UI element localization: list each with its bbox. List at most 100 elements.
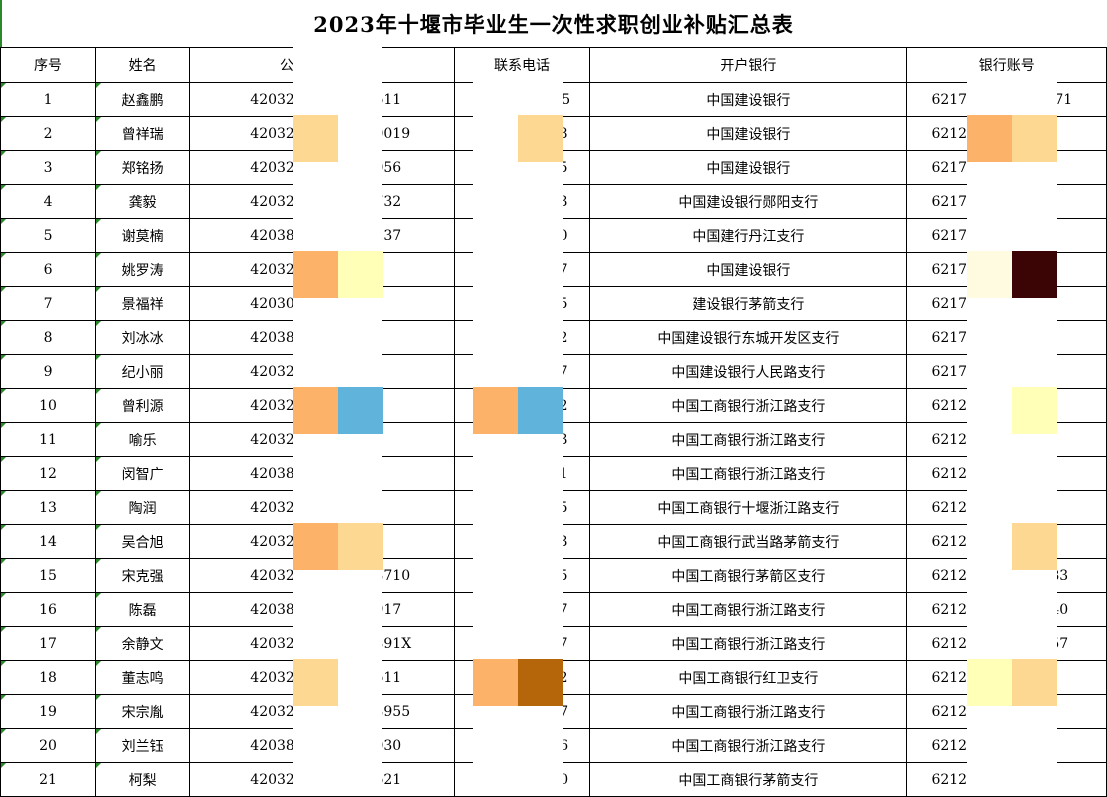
cell-id[interactable]: 42038 8192237	[189, 218, 455, 253]
cell-bank[interactable]: 中国工商银行浙江路支行	[589, 728, 908, 763]
cell-id[interactable]: 420322 15	[189, 252, 455, 287]
cell-no[interactable]: 9	[0, 354, 97, 389]
cell-account[interactable]: 6217(2819	[906, 354, 1107, 389]
cell-bank[interactable]: 中国建设银行东城开发区支行	[589, 320, 908, 355]
cell-name[interactable]: 谢莫楠	[95, 218, 191, 253]
cell-name[interactable]: 余静文	[95, 626, 191, 661]
cell-no[interactable]: 3	[0, 150, 97, 185]
header-phone[interactable]: 联系电话	[453, 47, 591, 83]
cell-id[interactable]: 420322 11	[189, 422, 455, 457]
cell-phone[interactable]: 2	[453, 320, 591, 355]
cell-id[interactable]: 42032 5067621	[189, 762, 455, 797]
cell-no[interactable]: 16	[0, 592, 97, 627]
cell-phone[interactable]: 5	[453, 558, 591, 593]
cell-account[interactable]: 62128 9459	[906, 660, 1107, 695]
cell-name[interactable]: 姚罗涛	[95, 252, 191, 287]
cell-account[interactable]: 62128 9566	[906, 116, 1107, 151]
cell-name[interactable]: 郑铭扬	[95, 150, 191, 185]
cell-bank[interactable]: 中国建行丹江支行	[589, 218, 908, 253]
cell-id[interactable]: 420322 129391X	[189, 626, 455, 661]
cell-id[interactable]: 420322 13	[189, 490, 455, 525]
cell-account[interactable]: 62128 9293	[906, 422, 1107, 457]
cell-name[interactable]: 喻乐	[95, 422, 191, 457]
cell-account[interactable]: 62128 000529483	[906, 558, 1107, 593]
cell-account[interactable]: 6217(5522	[906, 218, 1107, 253]
cell-bank[interactable]: 中国工商银行浙江路支行	[589, 422, 908, 457]
cell-bank[interactable]: 中国建设银行	[589, 150, 908, 185]
cell-id[interactable]: 420322 2080019	[189, 116, 455, 151]
cell-name[interactable]: 柯梨	[95, 762, 191, 797]
cell-no[interactable]: 1	[0, 82, 97, 117]
cell-no[interactable]: 14	[0, 524, 97, 559]
cell-account[interactable]: 6217(9871	[906, 150, 1107, 185]
cell-name[interactable]: 曾利源	[95, 388, 191, 423]
cell-name[interactable]: 景福祥	[95, 286, 191, 321]
cell-name[interactable]: 闵智广	[95, 456, 191, 491]
cell-id[interactable]: 42032 1287611	[189, 660, 455, 695]
cell-bank[interactable]: 中国建设银行	[589, 116, 908, 151]
header-bank[interactable]: 开户银行	[589, 47, 908, 83]
cell-phone[interactable]: 3	[453, 184, 591, 219]
cell-bank[interactable]: 中国建设银行郧阳支行	[589, 184, 908, 219]
cell-account[interactable]: 62128 9301	[906, 524, 1107, 559]
cell-no[interactable]: 8	[0, 320, 97, 355]
cell-account[interactable]: 62128 9392	[906, 388, 1107, 423]
cell-account[interactable]: 62128 9574	[906, 694, 1107, 729]
cell-name[interactable]: 宋克强	[95, 558, 191, 593]
cell-phone[interactable]: 3	[453, 524, 591, 559]
cell-no[interactable]: 11	[0, 422, 97, 457]
cell-bank[interactable]: 中国工商银行茅箭区支行	[589, 558, 908, 593]
cell-id[interactable]: 42032 2X	[189, 354, 455, 389]
cell-account[interactable]: 62128 000529640	[906, 592, 1107, 627]
cell-name[interactable]: 纪小丽	[95, 354, 191, 389]
cell-id[interactable]: 42032 0230056	[189, 150, 455, 185]
cell-account[interactable]: 62128 9368	[906, 456, 1107, 491]
cell-bank[interactable]: 中国工商银行浙江路支行	[589, 626, 908, 661]
cell-phone[interactable]: 7	[453, 592, 591, 627]
cell-name[interactable]: 刘兰钰	[95, 728, 191, 763]
cell-bank[interactable]: 建设银行茅箭支行	[589, 286, 908, 321]
cell-id[interactable]: 42038 3103917	[189, 592, 455, 627]
cell-no[interactable]: 2	[0, 116, 97, 151]
cell-bank[interactable]: 中国建设银行	[589, 82, 908, 117]
cell-no[interactable]: 17	[0, 626, 97, 661]
cell-id[interactable]: 42032 32	[189, 524, 455, 559]
cell-bank[interactable]: 中国建设银行	[589, 252, 908, 287]
cell-account[interactable]: 62128 000529657	[906, 626, 1107, 661]
cell-name[interactable]: 曾祥瑞	[95, 116, 191, 151]
cell-no[interactable]: 19	[0, 694, 97, 729]
cell-account[interactable]: 6217(7125	[906, 320, 1107, 355]
cell-account[interactable]: 6217(2183	[906, 286, 1107, 321]
cell-bank[interactable]: 中国工商银行红卫支行	[589, 660, 908, 695]
cell-no[interactable]: 7	[0, 286, 97, 321]
cell-phone[interactable]: 7	[453, 354, 591, 389]
cell-phone[interactable]: 5	[453, 286, 591, 321]
cell-account[interactable]: 62128 9236	[906, 490, 1107, 525]
cell-name[interactable]: 吴合旭	[95, 524, 191, 559]
cell-bank[interactable]: 中国建设银行人民路支行	[589, 354, 908, 389]
cell-no[interactable]: 18	[0, 660, 97, 695]
cell-phone[interactable]: 13098 5	[453, 82, 591, 117]
cell-phone[interactable]: 696857	[453, 694, 591, 729]
cell-name[interactable]: 赵鑫鹏	[95, 82, 191, 117]
cell-bank[interactable]: 中国工商银行浙江路支行	[589, 694, 908, 729]
cell-bank[interactable]: 中国工商银行十堰浙江路支行	[589, 490, 908, 525]
cell-phone[interactable]: 2	[453, 660, 591, 695]
cell-account[interactable]: 6217(1940	[906, 184, 1107, 219]
cell-name[interactable]: 刘冰冰	[95, 320, 191, 355]
cell-id[interactable]: 42038 12	[189, 456, 455, 491]
cell-account[interactable]: 62128 9624	[906, 728, 1107, 763]
cell-no[interactable]: 20	[0, 728, 97, 763]
cell-no[interactable]: 4	[0, 184, 97, 219]
cell-phone[interactable]: 5	[453, 150, 591, 185]
cell-bank[interactable]: 中国工商银行浙江路支行	[589, 456, 908, 491]
cell-phone[interactable]: 1	[453, 456, 591, 491]
cell-no[interactable]: 15	[0, 558, 97, 593]
cell-no[interactable]: 10	[0, 388, 97, 423]
cell-account[interactable]: 6217(5396	[906, 252, 1107, 287]
cell-id[interactable]: 42032 6024611	[189, 82, 455, 117]
header-name[interactable]: 姓名	[95, 47, 191, 83]
cell-id[interactable]: 42038 1063030	[189, 728, 455, 763]
cell-bank[interactable]: 中国工商银行浙江路支行	[589, 388, 908, 423]
cell-phone[interactable]: 3	[453, 422, 591, 457]
